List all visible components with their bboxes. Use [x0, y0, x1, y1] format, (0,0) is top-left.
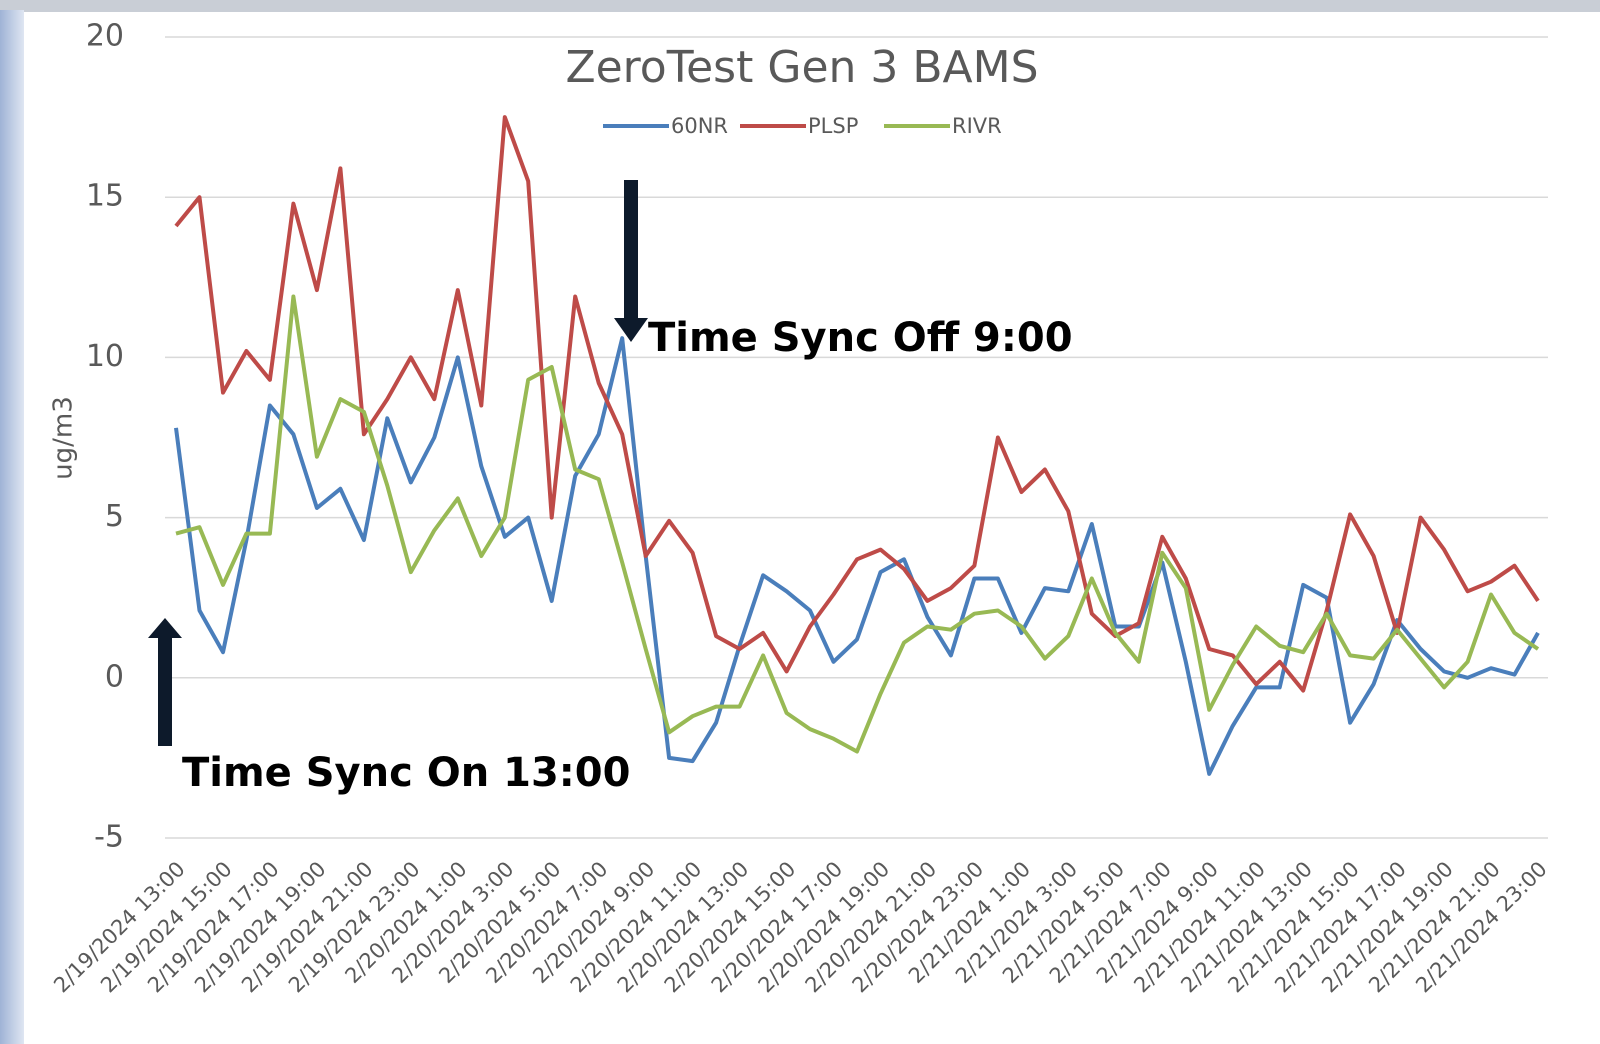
frame-side [0, 10, 24, 1044]
legend-label: RIVR [952, 114, 1002, 138]
annotation-arrow-off [614, 180, 648, 342]
annotation-arrow-on [148, 618, 182, 746]
y-tick-label: 15 [86, 179, 124, 214]
annotation: Time Sync On 13:00 [182, 750, 630, 796]
legend-label: 60NR [671, 114, 728, 138]
y-tick-label: 10 [86, 339, 124, 374]
series-line [174, 336, 1540, 776]
y-tick-label: 20 [86, 19, 124, 54]
y-tick-label: -5 [94, 820, 124, 855]
y-tick-label: 5 [105, 499, 124, 534]
series-lines [174, 115, 1540, 776]
legend-label: PLSP [808, 114, 858, 138]
arrow-head [614, 318, 648, 342]
plot-background [24, 12, 1600, 1044]
y-axis-label: ug/m3 [49, 396, 79, 480]
arrow-head [148, 618, 182, 638]
arrow-shaft [624, 180, 638, 318]
chart-title: ZeroTest Gen 3 BAMS [565, 42, 1038, 93]
arrow-shaft [158, 638, 172, 746]
series-line [174, 115, 1540, 693]
y-tick-label: 0 [105, 659, 124, 694]
legend: 60NR PLSP RIVR [603, 114, 1002, 138]
annotation: Time Sync Off 9:00 [648, 315, 1073, 361]
series-line [175, 294, 1540, 754]
